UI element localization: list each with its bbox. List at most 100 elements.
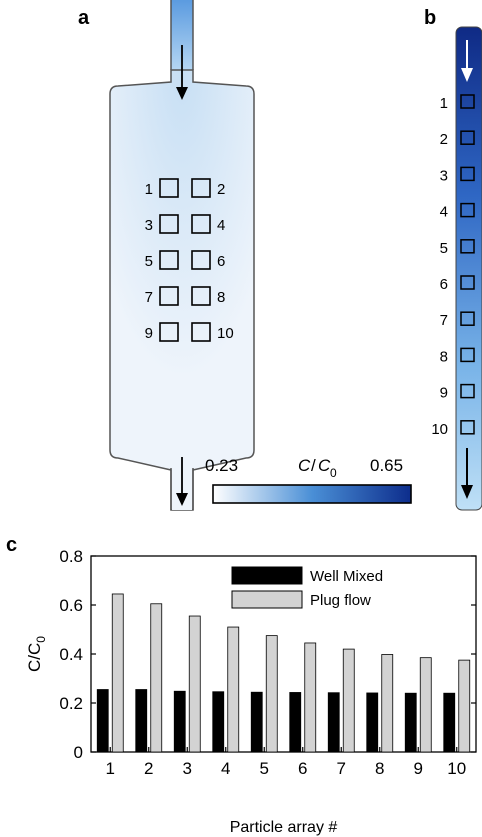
- particle-array-label: 7: [145, 289, 153, 306]
- x-tick-label: 6: [298, 759, 307, 778]
- bar-chart: 0 0.2 0.4 0.6 0.8 1 2 3 4 5 6 7 8 9 10 Well Mixed Plug f…: [25, 547, 477, 836]
- panel-label-a: a: [78, 7, 90, 29]
- chamber: [109, 69, 255, 511]
- particle-array-square: [159, 250, 179, 270]
- particle-array-label: 10: [217, 325, 234, 342]
- x-tick-label: 4: [221, 759, 230, 778]
- bar-plug-flow: [381, 654, 394, 753]
- bar-plug-flow: [227, 626, 240, 753]
- outlet-arrow-icon: [176, 457, 188, 506]
- x-tick-label: 9: [414, 759, 423, 778]
- x-tick-label: 3: [183, 759, 192, 778]
- column-array-square: [460, 383, 475, 399]
- inlet-arrow-icon: [176, 45, 188, 100]
- particle-array-square: [159, 286, 179, 306]
- column-array-label: 10: [431, 421, 448, 438]
- column-array-square: [460, 311, 475, 326]
- bar-well-mixed: [443, 692, 456, 753]
- column-array-label: 6: [440, 276, 448, 293]
- x-axis-label: Particle array #: [230, 819, 338, 836]
- particle-array-square: [159, 214, 179, 234]
- bar-well-mixed: [404, 692, 417, 753]
- column-array-square: [460, 239, 475, 254]
- particle-array-label: 4: [217, 217, 225, 234]
- particle-array-label: 3: [145, 217, 153, 234]
- flow-column: [455, 26, 482, 511]
- x-tick-label: 10: [447, 759, 466, 778]
- inlet-channel: [171, 0, 193, 70]
- bar-well-mixed: [173, 690, 186, 753]
- x-tick-label: 5: [260, 759, 269, 778]
- colorbar-label-sub: 0: [330, 466, 337, 480]
- colorbar: [212, 484, 412, 504]
- y-tick-label: 0.8: [59, 547, 83, 566]
- particle-array-square: [191, 322, 211, 342]
- panel-label-b: b: [424, 7, 436, 29]
- bar-well-mixed: [212, 691, 225, 753]
- colorbar-label-slash: /: [311, 456, 316, 475]
- column-array-square: [460, 420, 475, 435]
- y-tick-label: 0.4: [59, 645, 83, 664]
- y-tick-label: 0: [74, 743, 83, 762]
- column-array-label: 9: [440, 385, 448, 402]
- particle-array-label: 1: [145, 181, 153, 198]
- column-top-arrow-icon: [461, 40, 473, 82]
- y-tick-label: 0.6: [59, 596, 83, 615]
- column-array-label: 8: [440, 348, 448, 365]
- colorbar-min-label: 0.23: [205, 456, 238, 475]
- column-array-label: 4: [440, 204, 448, 221]
- bar-plug-flow: [419, 657, 432, 753]
- column-array-square: [460, 166, 475, 182]
- column-array-label: 5: [440, 240, 448, 257]
- particle-array-grid: 1 2 3 4 5 6 7 8 9 10: [145, 178, 234, 342]
- bar-plug-flow: [111, 593, 124, 753]
- bar-plug-flow: [458, 659, 471, 753]
- bar-plug-flow: [304, 642, 317, 753]
- column-array-square: [460, 130, 475, 145]
- column-bottom-arrow-icon: [461, 448, 473, 499]
- particle-array-square: [191, 286, 211, 306]
- legend-label: Plug flow: [310, 592, 371, 609]
- bar-well-mixed: [250, 691, 263, 753]
- legend-label: Well Mixed: [310, 568, 383, 585]
- x-tick-label: 7: [337, 759, 346, 778]
- particle-array-square: [191, 178, 211, 198]
- particle-array-label: 2: [217, 181, 225, 198]
- bar-well-mixed: [135, 689, 148, 753]
- particle-array-square: [191, 250, 211, 270]
- bar-plug-flow: [150, 603, 163, 753]
- column-array-square: [460, 202, 475, 218]
- particle-array-square: [159, 178, 179, 198]
- colorbar-max-label: 0.65: [370, 456, 403, 475]
- particle-array-label: 9: [145, 325, 153, 342]
- plot-frame: [90, 555, 477, 753]
- colorbar-label-c0: C: [318, 456, 331, 475]
- column-array-square: [460, 347, 475, 363]
- bar-well-mixed: [366, 692, 379, 753]
- bar-well-mixed: [289, 692, 302, 753]
- legend-swatch: [231, 566, 303, 585]
- panel-label-c: c: [6, 534, 17, 556]
- x-tick-label: 2: [144, 759, 153, 778]
- column-array-square: [460, 94, 475, 109]
- column-array-label: 7: [440, 312, 448, 329]
- x-tick-label: 8: [375, 759, 384, 778]
- column-array-label: 2: [440, 131, 448, 148]
- y-tick-label: 0.2: [59, 694, 83, 713]
- particle-array-label: 8: [217, 289, 225, 306]
- bar-well-mixed: [96, 689, 109, 753]
- particle-array-label: 5: [145, 253, 153, 270]
- bar-well-mixed: [327, 692, 340, 753]
- x-tick-label: 1: [106, 759, 115, 778]
- colorbar-label-c: C: [298, 456, 311, 475]
- column-array-label: 1: [440, 95, 448, 112]
- column-array-label: 3: [440, 167, 448, 184]
- particle-array-square: [159, 322, 179, 342]
- legend-swatch: [231, 590, 303, 609]
- particle-array-square: [191, 214, 211, 234]
- column-particle-arrays: 1 2 3 4 5 6 7 8 9 10: [431, 94, 475, 438]
- bar-plug-flow: [265, 635, 278, 753]
- bar-plug-flow: [188, 615, 201, 753]
- column-array-square: [460, 275, 475, 290]
